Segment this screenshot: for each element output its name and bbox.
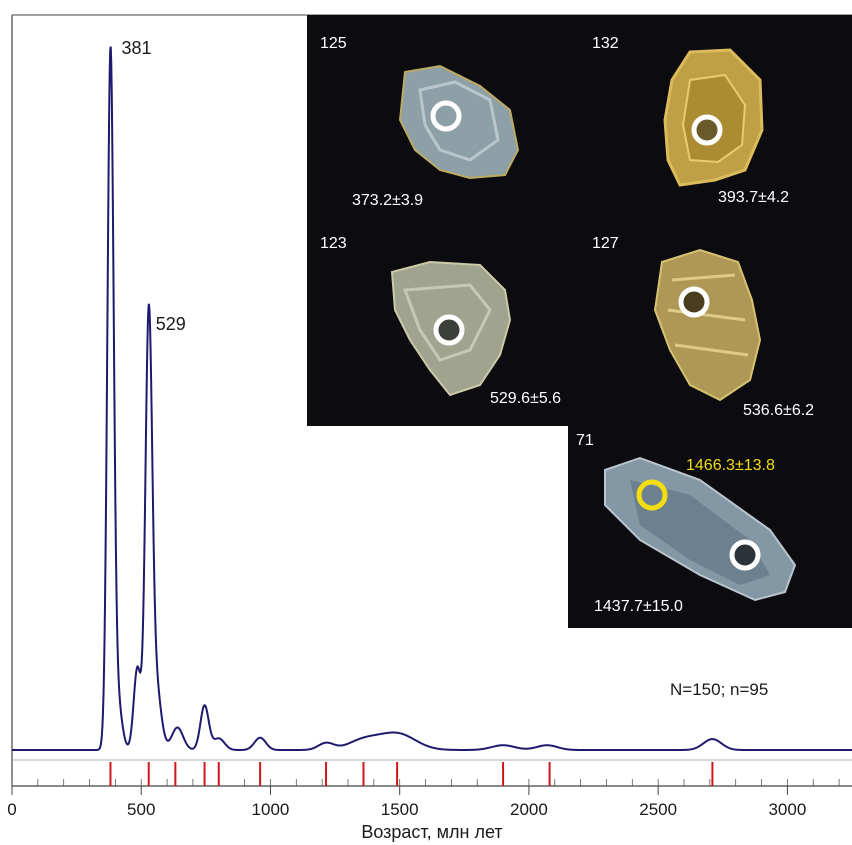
red-age-markers — [109, 762, 714, 786]
panel-id-125: 125 — [320, 35, 347, 52]
density-curve — [12, 46, 852, 751]
analysis-spot-125 — [430, 100, 462, 132]
x-tick-label: 3000 — [768, 800, 806, 819]
zircon-zoning-123 — [402, 283, 492, 362]
analysis-spot-132 — [691, 114, 723, 146]
peak-label-529: 529 — [156, 314, 186, 334]
panel-id-132: 132 — [592, 35, 619, 52]
zircon-panel-127: 127 536.6±6.2 — [592, 235, 814, 419]
analysis-spot-123 — [433, 314, 465, 346]
zircon-zoning-125 — [418, 80, 500, 162]
peak-label-381: 381 — [121, 38, 151, 58]
zircon-panel-132: 132 393.7±4.2 — [592, 35, 789, 206]
panel-age-123: 529.6±5.6 — [490, 390, 561, 407]
zircon-panel-125: 125 373.2±3.9 — [320, 35, 520, 209]
zircon-panel-71: 71 1466.3±13.8 1437.7±15.0 — [576, 432, 797, 615]
zircon-images-inset: 125 373.2±3.9 132 393.7±4.2 123 529.6±5.… — [307, 15, 852, 628]
x-tick-labels: 0 500 1000 1500 2000 2500 3000 — [7, 800, 806, 819]
x-tick-label: 1500 — [381, 800, 419, 819]
analysis-spot-71-core — [636, 479, 668, 511]
x-axis-title: Возраст, млн лет — [361, 822, 502, 842]
zircon-panel-123: 123 529.6±5.6 — [320, 235, 561, 407]
analysis-spot-127 — [678, 286, 710, 318]
panel-id-123: 123 — [320, 235, 347, 252]
panel-age-125: 373.2±3.9 — [352, 192, 423, 209]
minor-ticks — [11, 779, 840, 786]
x-tick-label: 2000 — [510, 800, 548, 819]
panel-age-127: 536.6±6.2 — [743, 402, 814, 419]
x-tick-label: 2500 — [639, 800, 677, 819]
zircon-zoning-127 — [667, 273, 749, 357]
major-ticks — [11, 786, 788, 795]
panel-age-71-core: 1466.3±13.8 — [686, 457, 775, 474]
x-tick-label: 500 — [127, 800, 155, 819]
panel-id-71: 71 — [576, 432, 594, 449]
zircon-grain-127 — [653, 248, 762, 402]
panel-age-132: 393.7±4.2 — [718, 189, 789, 206]
x-tick-label: 0 — [7, 800, 16, 819]
sample-count-annotation: N=150; n=95 — [670, 680, 768, 699]
analysis-spot-71-rim — [729, 539, 761, 571]
inset-background-top — [307, 15, 852, 426]
panel-id-127: 127 — [592, 235, 619, 252]
x-tick-label: 1000 — [252, 800, 290, 819]
panel-age-71-rim: 1437.7±15.0 — [594, 598, 683, 615]
